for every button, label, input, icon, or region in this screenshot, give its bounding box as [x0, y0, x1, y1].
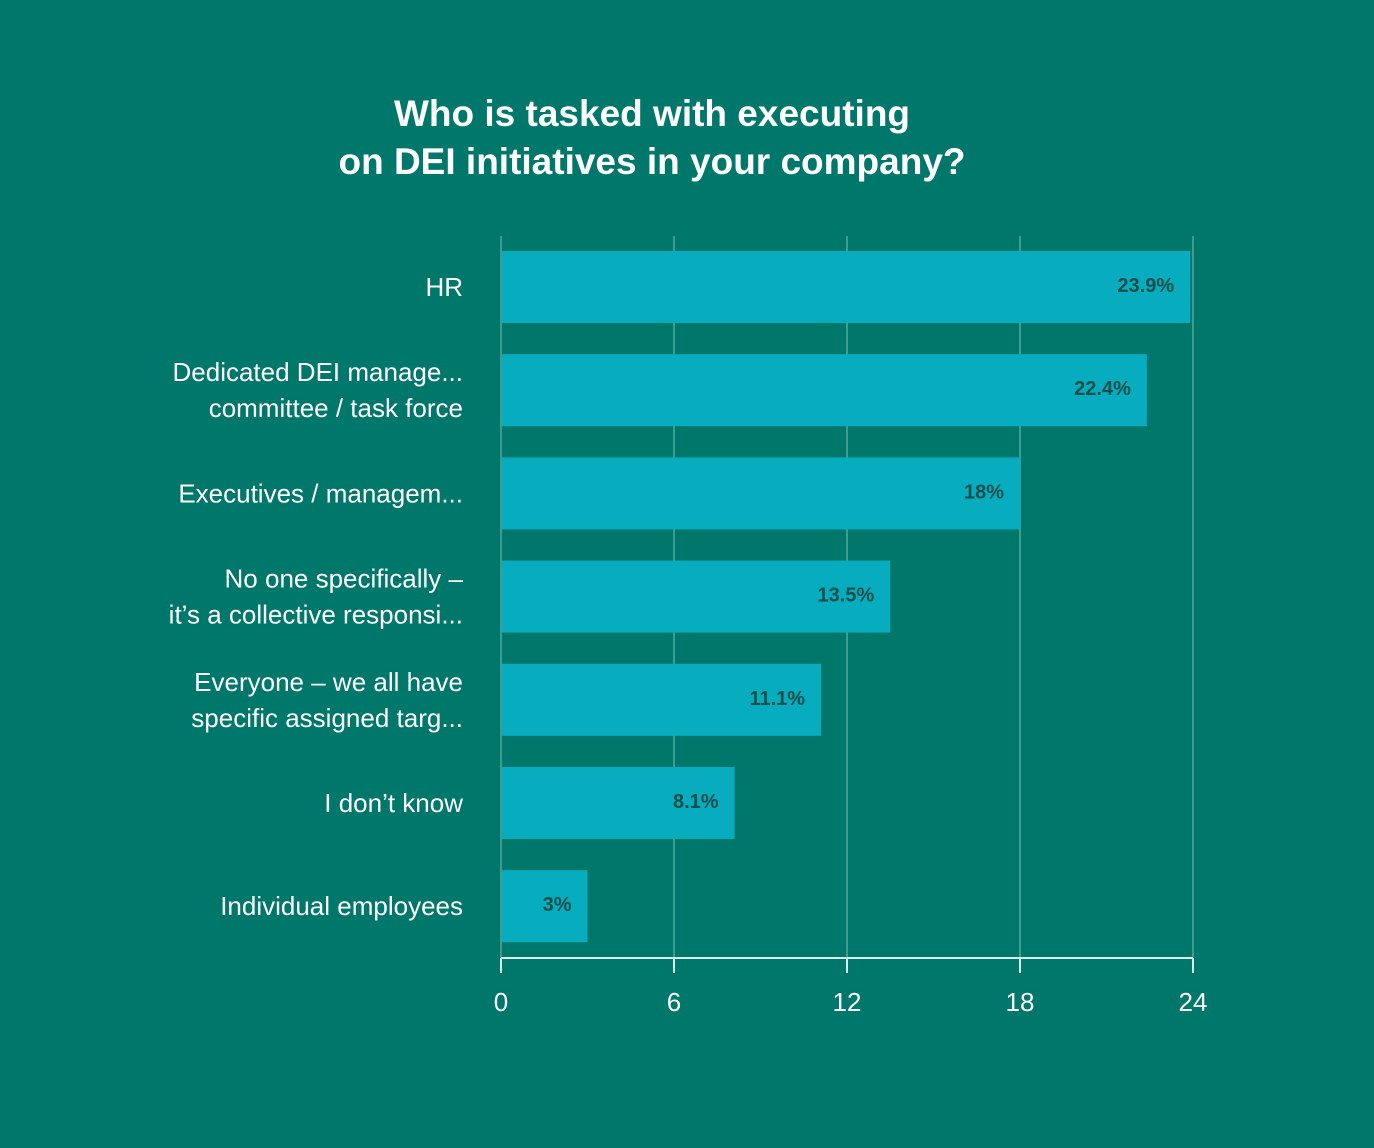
bar [501, 251, 1191, 323]
bar [501, 560, 891, 633]
category-label: Dedicated DEI manage... [173, 357, 464, 387]
x-tick-label: 0 [494, 987, 508, 1017]
bar-value-label: 3% [543, 894, 572, 916]
category-label: specific assigned targ... [191, 703, 463, 733]
x-tick-label: 12 [833, 987, 862, 1017]
bar-value-label: 23.9% [1117, 275, 1174, 297]
category-label: Executives / managem... [178, 478, 463, 508]
category-label: I don’t know [324, 788, 463, 818]
bar [501, 663, 822, 736]
bar-value-label: 11.1% [749, 688, 805, 710]
category-label: No one specifically – [225, 564, 464, 594]
bar-value-label: 13.5% [818, 585, 875, 607]
category-label: committee / task force [209, 393, 463, 423]
bar-value-label: 18% [964, 481, 1004, 503]
x-tick-label: 18 [1006, 987, 1035, 1017]
bar [501, 354, 1147, 427]
bar-value-label: 8.1% [673, 791, 719, 813]
category-label: HR [425, 272, 463, 302]
x-tick-label: 24 [1179, 987, 1208, 1017]
x-tick-label: 6 [667, 987, 681, 1017]
bar [501, 767, 735, 839]
category-label: Individual employees [220, 891, 463, 921]
bar [501, 457, 1020, 530]
bar-value-label: 22.4% [1074, 378, 1131, 400]
category-label: Everyone – we all have [194, 667, 463, 697]
category-label: it’s a collective responsi... [169, 600, 463, 630]
chart-title: Who is tasked with executing on DEI init… [338, 93, 966, 182]
bar [501, 870, 588, 943]
